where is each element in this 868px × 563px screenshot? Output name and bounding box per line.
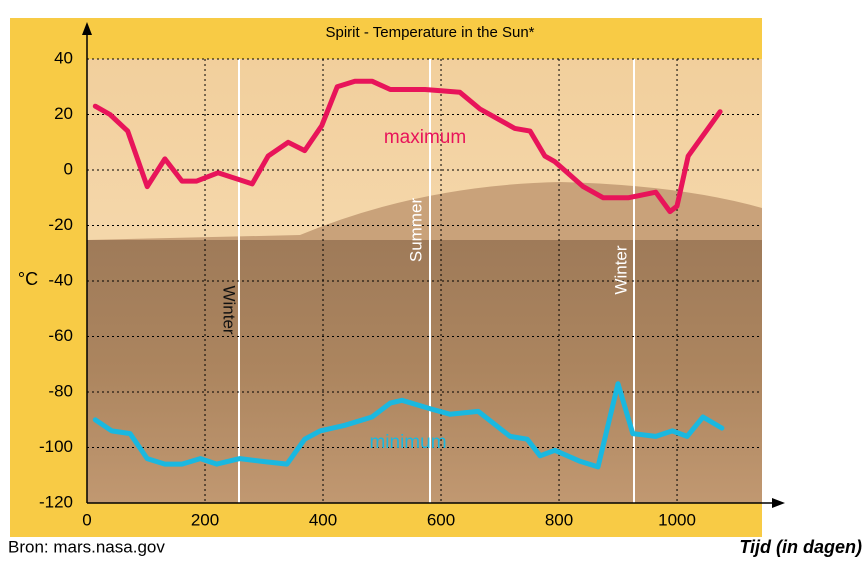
y-tick-label: -20 <box>48 215 73 234</box>
annotation: Winter <box>611 245 630 294</box>
series-line <box>92 381 725 470</box>
chart-title: Spirit - Temperature in the Sun* <box>326 24 535 41</box>
y-tick-label: -40 <box>48 270 73 289</box>
x-label: Tijd (in dagen) <box>739 537 862 557</box>
series-line <box>92 78 723 215</box>
annotation: Summer <box>406 198 425 263</box>
y-arrow <box>82 22 92 35</box>
x-tick-label: 400 <box>309 510 337 529</box>
x-tick-label: 200 <box>191 510 219 529</box>
annotation: minimum <box>369 432 446 453</box>
y-tick-label: 20 <box>54 104 73 123</box>
y-tick-label: -100 <box>39 437 73 456</box>
x-arrow <box>772 498 785 508</box>
annotation: maximum <box>384 127 466 148</box>
y-tick-label: 40 <box>54 48 73 67</box>
x-tick-label: 1000 <box>658 510 696 529</box>
y-tick-label: -60 <box>48 326 73 345</box>
y-tick-label: -120 <box>39 492 73 511</box>
x-tick-label: 0 <box>82 510 91 529</box>
x-tick-label: 800 <box>545 510 573 529</box>
x-tick-label: 600 <box>427 510 455 529</box>
y-tick-label: 0 <box>64 159 73 178</box>
y-tick-label: -80 <box>48 381 73 400</box>
annotation: Winter <box>220 285 239 334</box>
y-label: °C <box>18 269 38 289</box>
source: Bron: mars.nasa.gov <box>8 537 165 556</box>
